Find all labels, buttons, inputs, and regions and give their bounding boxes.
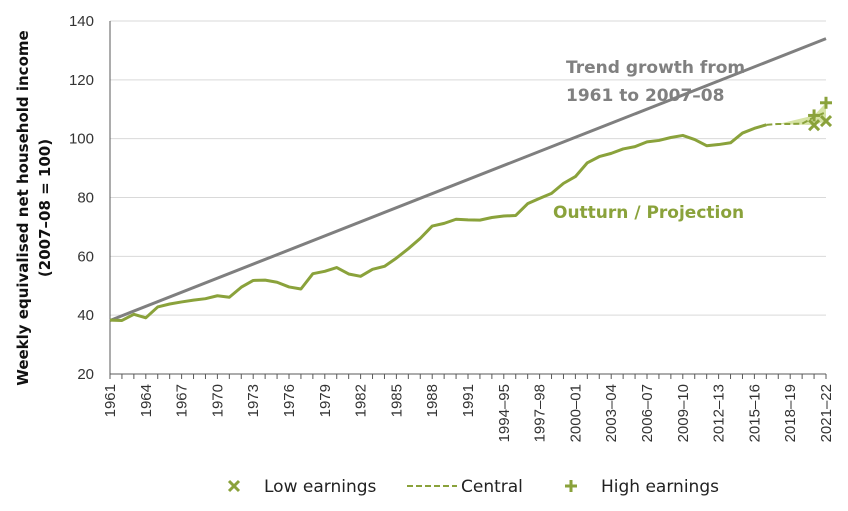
high-earnings-marker — [808, 109, 821, 122]
x-tick-label: 2015–16 — [746, 384, 763, 442]
series-layer — [109, 37, 827, 322]
legend-item-low-earnings: Low earnings — [227, 477, 377, 497]
x-tick-label: 2012–13 — [711, 384, 728, 442]
y-tick-label: 40 — [77, 307, 94, 324]
legend-item-central: Central — [407, 477, 523, 497]
legend-item-high-earnings: High earnings — [565, 477, 719, 497]
x-tick-label: 1967 — [174, 384, 191, 417]
x-tick-label: 2018–19 — [782, 384, 799, 442]
high-earnings-marker — [820, 96, 832, 109]
annotation-trend-line2: 1961 to 2007–08 — [566, 86, 724, 106]
x-tick-label: 2009–10 — [675, 384, 692, 442]
x-tick-label: 1979 — [317, 384, 334, 417]
x-tick-label: 1970 — [209, 384, 226, 417]
y-tick-label: 80 — [77, 190, 94, 207]
y-tick-label: 60 — [77, 248, 94, 265]
annotation-outturn: Outturn / Projection — [553, 203, 744, 223]
plus-marker-icon — [565, 480, 577, 492]
x-tick-label: 1976 — [281, 384, 298, 417]
x-tick-label: 2021–22 — [818, 384, 835, 442]
low-earnings-marker — [808, 119, 821, 132]
x-tick-label: 1961 — [102, 384, 119, 417]
y-axis-label-line1: Weekly equivalised net household income — [14, 30, 32, 385]
x-tick-label: 1997–98 — [532, 384, 549, 442]
y-tick-label: 100 — [69, 131, 94, 148]
series-line-trend — [109, 37, 827, 322]
legend-label-central: Central — [461, 477, 523, 497]
x-tick-label: 2000–01 — [567, 384, 584, 442]
series-line-outturn — [109, 123, 767, 322]
y-tick-label: 120 — [69, 72, 94, 89]
projection-markers — [808, 96, 833, 132]
x-marker-stroke — [819, 114, 833, 128]
x-axis-ticks: 1961 1964 1967 1970 1973 1976 1979 1982 1985 1988… — [102, 374, 835, 442]
y-tick-label: 140 — [69, 13, 94, 30]
x-tick-label: 2003–04 — [603, 384, 620, 442]
annotation-trend-line1: Trend growth from — [566, 58, 745, 78]
y-axis-ticks: 20 40 60 80 100 120 140 — [69, 13, 94, 383]
x-tick-label: 1985 — [388, 384, 405, 417]
x-tick-label: 1982 — [353, 384, 370, 417]
legend-label-low-earnings: Low earnings — [264, 477, 377, 497]
x-tick-label: 1964 — [138, 384, 155, 417]
series-line-central — [766, 111, 827, 126]
legend-label-high-earnings: High earnings — [601, 477, 719, 497]
legend: Low earnings Central High earnings — [227, 477, 719, 497]
y-axis-label-line2: (2007–08 = 100) — [36, 139, 54, 277]
x-tick-label: 2006–07 — [639, 384, 656, 442]
x-marker-stroke — [808, 119, 821, 132]
x-tick-label: 1991 — [460, 384, 477, 417]
low-earnings-marker — [819, 114, 833, 128]
x-marker-icon — [227, 479, 241, 493]
x-tick-label: 1994–95 — [496, 384, 513, 442]
x-tick-label: 1973 — [245, 384, 262, 417]
x-tick-label: 1988 — [424, 384, 441, 417]
y-tick-label: 20 — [77, 366, 94, 383]
